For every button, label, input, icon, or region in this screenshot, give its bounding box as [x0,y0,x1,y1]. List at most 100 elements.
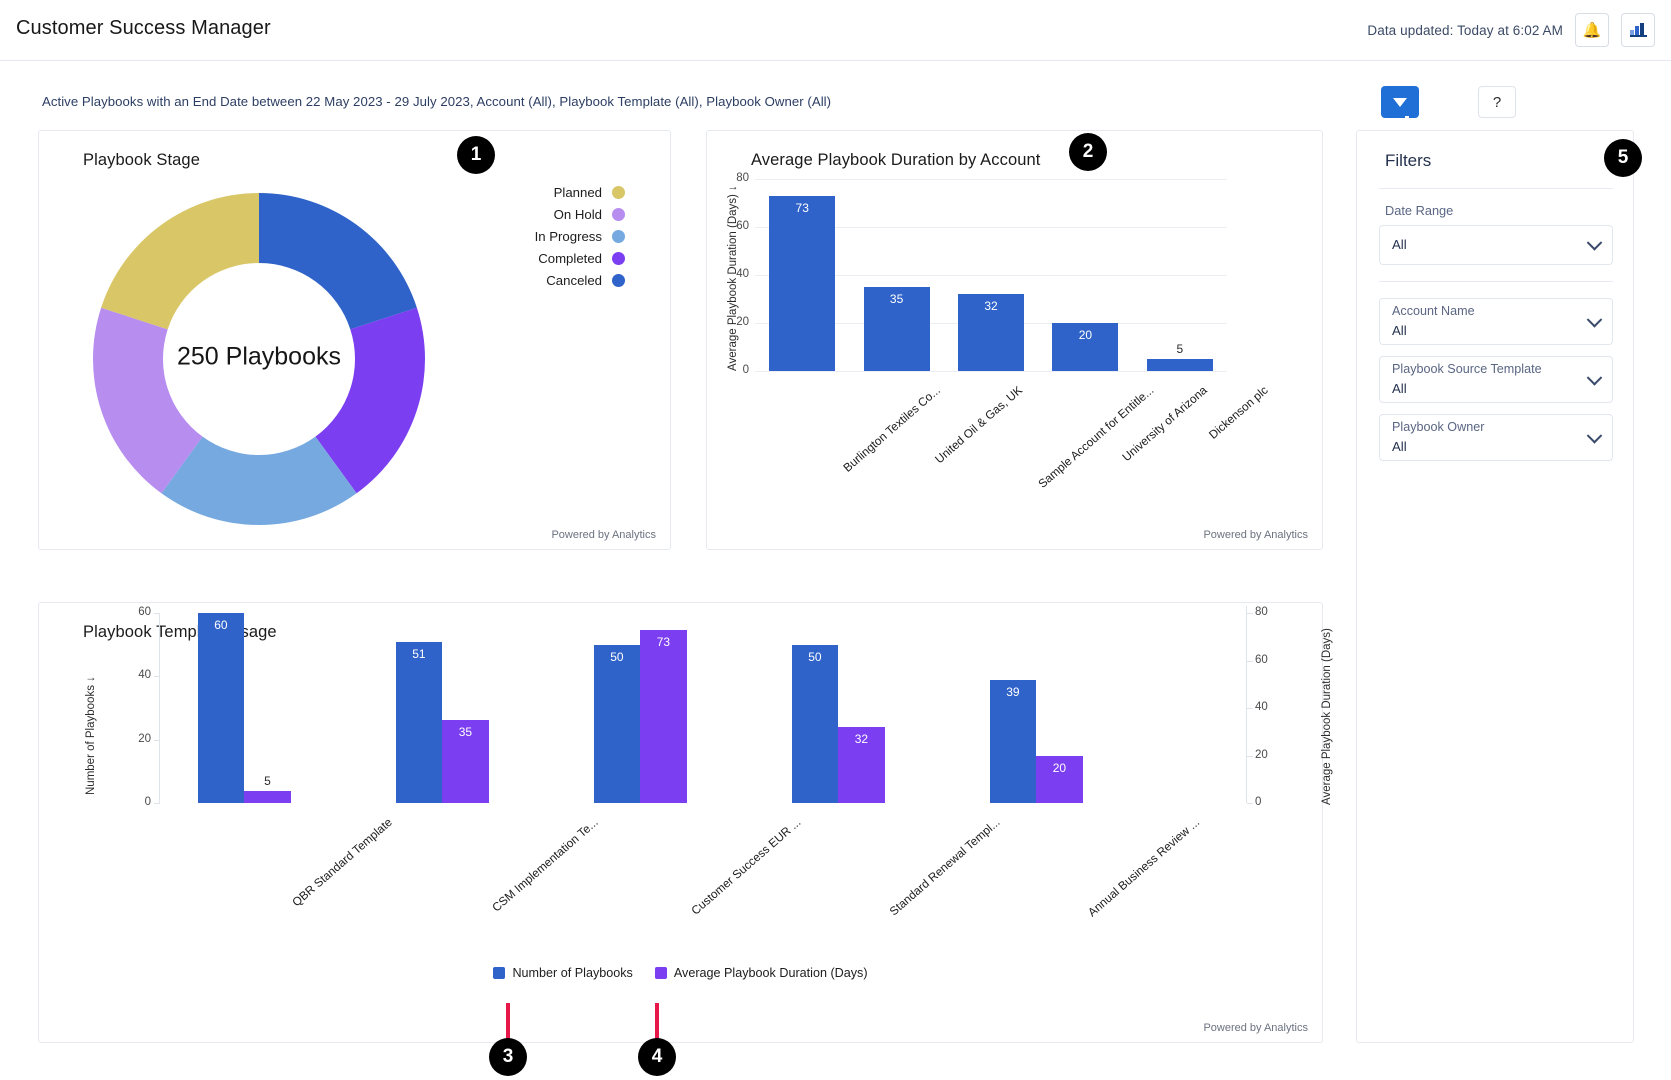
playbook-stage-donut[interactable]: 250 Playbooks [49,177,469,537]
analytics-button[interactable] [1621,13,1655,47]
usage-x-tick-label: QBR Standard Template [289,815,395,910]
filter-select-playbook-source-template[interactable]: Playbook Source Template All [1379,356,1613,403]
callout-4-leader [655,1003,659,1048]
filters-panel-title: Filters [1385,151,1432,170]
callout-2: 2 [1069,133,1107,171]
usage-bar-number-of-playbooks[interactable] [395,641,443,803]
filter-select-playbook-owner[interactable]: Playbook Owner All [1379,414,1613,461]
account-bar[interactable] [863,287,930,371]
callout-1: 1 [457,136,495,174]
legend-item-on-hold[interactable]: On Hold [535,203,625,225]
usage-card-footer: Powered by Analytics [1203,1022,1308,1034]
donut-center-label: 250 Playbooks [176,342,342,371]
usage-right-tick-mark [1247,755,1253,757]
account-bar[interactable] [1052,323,1119,371]
usage-x-tick-label: Customer Success EUR ... [688,815,804,918]
donut-slice-on-hold[interactable] [93,307,203,494]
account-bar-value: 35 [889,292,904,306]
usage-left-axis-label: Number of Playbooks ↓ [85,676,97,795]
usage-bar-average-duration[interactable] [640,629,687,803]
duration-by-account-chart[interactable]: Average Playbook Duration (Days) ↓ 0 20 40 6… [707,131,1324,551]
usage-bar-number-of-playbooks[interactable] [989,679,1037,803]
usage-legend-item[interactable]: Number of Playbooks [493,966,633,980]
legend-swatch [612,229,625,243]
filters-divider [1379,188,1613,189]
filter-summary-text: Active Playbooks with an End Date betwee… [42,94,832,109]
help-button[interactable]: ? [1478,86,1516,118]
usage-legend-item[interactable]: Average Playbook Duration (Days) [654,966,868,980]
template-usage-card: Playbook Template Usage Number of Playbo… [38,602,1333,1044]
page-title: Customer Success Manager [16,17,271,39]
account-bar-value: 20 [1078,328,1093,342]
usage-right-tick-mark [1247,660,1253,662]
callout-3-leader [506,1003,510,1048]
usage-bar-number-of-playbooks[interactable] [593,644,641,803]
usage-bar-number-of-playbooks[interactable] [197,613,245,803]
account-y-tick: 80 [736,172,749,184]
callout-5: 5 [1604,139,1642,177]
duration-by-account-title: Average Playbook Duration by Account [751,151,1041,169]
account-gridline [755,227,1227,228]
usage-legend-swatch [493,967,506,979]
usage-legend-label: Number of Playbooks [512,966,633,980]
legend-item-canceled[interactable]: Canceled [535,269,625,291]
donut-slice-in-progress[interactable] [161,436,357,525]
usage-bar-value: 50 [808,649,822,664]
filter-label: Playbook Owner [1392,420,1485,434]
usage-left-tick: 0 [144,796,151,808]
usage-right-axis-line [1246,606,1247,803]
account-y-tick: 60 [736,220,749,232]
account-bar[interactable] [769,195,836,371]
usage-right-tick-mark [1247,613,1253,614]
account-y-tick: 40 [736,268,749,280]
callout-4: 4 [638,1038,676,1076]
legend-item-in-progress[interactable]: In Progress [535,225,625,247]
funnel-icon [1393,97,1409,120]
usage-bar-value: 5 [264,774,271,789]
usage-bar-value: 39 [1006,684,1020,699]
filters-divider [1379,281,1613,282]
legend-item-label: Planned [553,184,602,200]
callout-3: 3 [489,1038,527,1076]
account-bar[interactable] [1146,359,1213,371]
template-usage-legend: Number of Playbooks Average Playbook Dura… [39,966,1322,980]
legend-item-planned[interactable]: Planned [535,181,625,203]
usage-bar-number-of-playbooks[interactable] [791,644,839,803]
donut-slice-completed[interactable] [315,307,425,494]
usage-bar-average-duration[interactable] [442,719,489,803]
duration-by-account-card: Average Playbook Duration by Account Ave… [706,130,1323,550]
account-card-footer: Powered by Analytics [1203,529,1308,541]
usage-bar-average-duration[interactable] [1036,755,1083,803]
filter-value: All [1392,381,1407,396]
usage-right-tick: 60 [1255,653,1268,666]
usage-bar-average-duration[interactable] [244,791,291,803]
account-gridline [755,179,1227,180]
usage-bar-average-duration[interactable] [838,727,885,803]
usage-legend-label: Average Playbook Duration (Days) [673,966,868,980]
usage-right-tick-mark [1247,803,1253,804]
playbook-stage-title: Playbook Stage [83,151,200,169]
filter-label: Playbook Source Template [1392,362,1542,376]
filter-select-account-name[interactable]: Account Name All [1379,298,1613,345]
bell-icon: 🔔 [1582,21,1602,39]
notifications-button[interactable]: 🔔 [1575,13,1609,47]
template-usage-chart[interactable]: Number of Playbooks ↓ Average Playbook Du… [39,603,1333,1044]
usage-right-tick: 40 [1255,701,1268,713]
filter-select-date-range[interactable]: All [1379,225,1613,265]
usage-bar-value: 50 [610,649,624,664]
donut-slice-canceled[interactable] [259,193,417,330]
filter-value: All [1392,323,1407,338]
app-header: Customer Success Manager Data updated: T… [0,0,1671,61]
filter-value: All [1392,439,1407,454]
usage-bar-value: 32 [854,732,869,746]
donut-slice-planned[interactable] [101,193,259,330]
account-bar[interactable] [957,294,1025,371]
account-y-tick: 0 [742,364,749,376]
legend-item-completed[interactable]: Completed [535,247,625,269]
usage-bar-value: 60 [214,618,228,632]
legend-swatch [612,185,625,199]
open-filters-button[interactable] [1381,86,1419,120]
usage-bar-value: 51 [412,646,426,661]
bar-chart-icon [1629,23,1647,37]
usage-left-tick: 20 [138,732,151,745]
